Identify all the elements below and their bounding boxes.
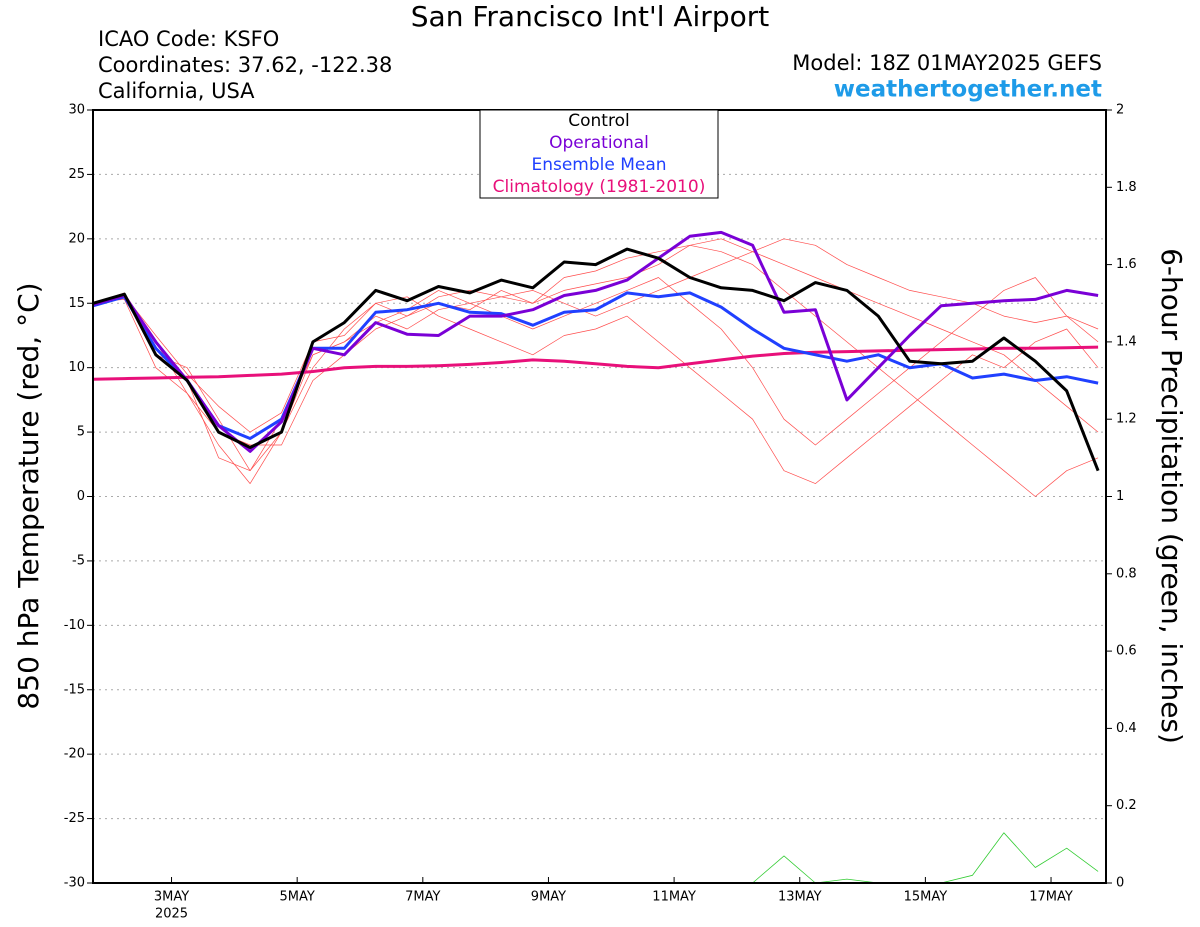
y-axis-label: 850 hPa Temperature (red, °C) [12,282,45,709]
info-line: California, USA [98,79,255,103]
x-tick-year: 2025 [155,907,188,922]
y-tick-label: 20 [68,231,85,246]
site-label: weathertogether.net [834,77,1102,103]
series-line [92,295,1099,484]
x-tick-label: 3MAY [154,890,189,905]
series-line [93,832,1099,884]
legend-box [479,109,719,199]
chart-title: San Francisco Int'l Airport [411,0,769,33]
y-tick-label: 25 [68,167,85,182]
y2-tick-label: 1.4 [1116,334,1137,349]
y2-tick-label: 2 [1116,103,1124,118]
y2-tick-label: 0.2 [1116,798,1137,813]
y2-axis-label: 6-hour Precipitation (green, inches) [1155,248,1188,744]
y-tick-label: 15 [68,296,85,311]
legend-entry: Control [568,111,629,131]
info-line: ICAO Code: KSFO [98,27,279,51]
series-line [92,291,1099,440]
y2-tick-label: 0.4 [1116,721,1137,736]
y-tick-label: -20 [64,747,85,762]
y-tick-label: -25 [64,811,85,826]
x-tick-label: 13MAY [778,890,822,905]
series-line [92,247,1100,472]
y-tick-label: 5 [77,425,85,440]
x-tick-label: 11MAY [652,890,696,905]
series-line [92,238,1099,472]
y-tick-label: 0 [77,489,85,504]
series-line [92,244,1099,497]
legend-entry: Climatology (1981-2010) [493,177,706,197]
x-tick-label: 15MAY [904,890,948,905]
x-tick-label: 5MAY [280,890,315,905]
model-label: Model: 18Z 01MAY2025 GEFS [792,51,1102,75]
series-line [92,345,1099,381]
info-line: Coordinates: 37.62, -122.38 [98,53,392,77]
y2-tick-label: 0 [1116,876,1124,891]
y-tick-label: 30 [68,103,85,118]
x-tick-label: 17MAY [1029,890,1073,905]
y2-tick-label: 1 [1116,489,1124,504]
x-tick-label: 7MAY [405,890,440,905]
y2-tick-label: 0.6 [1116,644,1137,659]
legend-entry: Operational [549,133,649,153]
y-tick-label: -30 [64,876,85,891]
y2-tick-label: 1.2 [1116,412,1137,427]
y-tick-label: -15 [64,682,85,697]
y-tick-label: -5 [72,553,85,568]
y2-tick-label: 1.6 [1116,257,1137,272]
series-line [92,238,1099,446]
x-tick-label: 9MAY [531,890,566,905]
y-tick-label: -10 [64,618,85,633]
y2-tick-label: 1.8 [1116,180,1137,195]
legend-entry: Ensemble Mean [531,155,666,175]
y-tick-label: 10 [68,360,85,375]
y2-tick-label: 0.8 [1116,566,1137,581]
